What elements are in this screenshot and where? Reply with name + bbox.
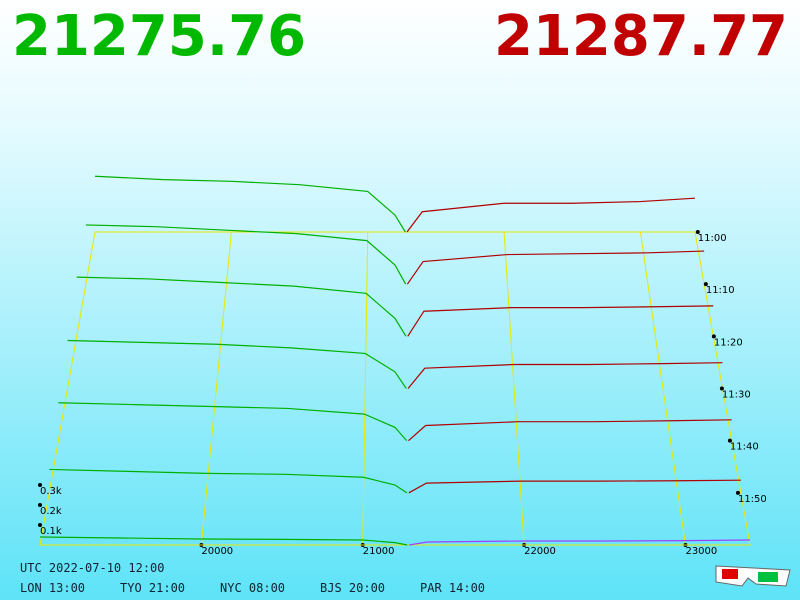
bid-depth-line (67, 339, 407, 389)
y-tick-label: 0.3k (40, 486, 62, 497)
bid-depth-line (76, 276, 407, 337)
ask-depth-line (406, 197, 696, 233)
glasses-icon (715, 565, 791, 587)
time-tick-label: 11:30 (722, 390, 751, 401)
time-tick-label: 11:50 (738, 494, 767, 505)
ask-depth-line (409, 539, 751, 546)
time-tick-dot (727, 438, 732, 443)
time-tick-label: 11:40 (730, 442, 759, 453)
ask-price: 21287.77 (493, 4, 788, 69)
time-tick-label: 11:00 (698, 233, 727, 244)
y-tick-label: 0.1k (40, 526, 62, 537)
time-tick-dot (719, 386, 724, 391)
city-clock: TYO 21:00 (120, 581, 185, 595)
ask-depth-line (407, 362, 723, 389)
bid-depth-line (49, 468, 408, 494)
city-clock: BJS 20:00 (320, 581, 385, 595)
city-clock: NYC 08:00 (220, 581, 285, 595)
time-tick-label: 11:10 (706, 285, 735, 296)
grid-line (362, 231, 369, 546)
time-tick-dot (703, 282, 708, 287)
time-tick-dot (695, 230, 700, 234)
city-clock: PAR 14:00 (420, 581, 485, 595)
x-tick-label: 21000 (363, 546, 395, 557)
x-tick-label: 22000 (524, 546, 556, 557)
grid-line (639, 231, 686, 546)
bid-price: 21275.76 (12, 4, 307, 69)
bid-depth-line (39, 536, 408, 546)
bid-depth-line (94, 175, 406, 233)
city-clock: LON 13:00 (20, 581, 85, 595)
time-tick-label: 11:20 (714, 337, 743, 348)
y-tick-dot (38, 483, 42, 487)
grid-line (200, 231, 232, 546)
y-tick-label: 0.2k (40, 506, 62, 517)
x-tick-label: 23000 (685, 546, 717, 557)
x-tick-label: 20000 (201, 546, 233, 557)
ask-depth-line (408, 419, 732, 442)
grid-line (503, 231, 525, 546)
bid-depth-line (85, 224, 407, 285)
ask-depth-line (408, 479, 741, 494)
ask-depth-line (406, 250, 705, 285)
time-tick-dot (735, 490, 740, 495)
ask-depth-line (407, 305, 714, 337)
y-tick-dot (38, 503, 42, 507)
frame (39, 231, 751, 546)
y-tick-dot (38, 523, 42, 527)
time-tick-dot (711, 334, 716, 339)
utc-time: UTC 2022-07-10 12:00 (20, 561, 165, 575)
bid-depth-line (58, 402, 408, 442)
